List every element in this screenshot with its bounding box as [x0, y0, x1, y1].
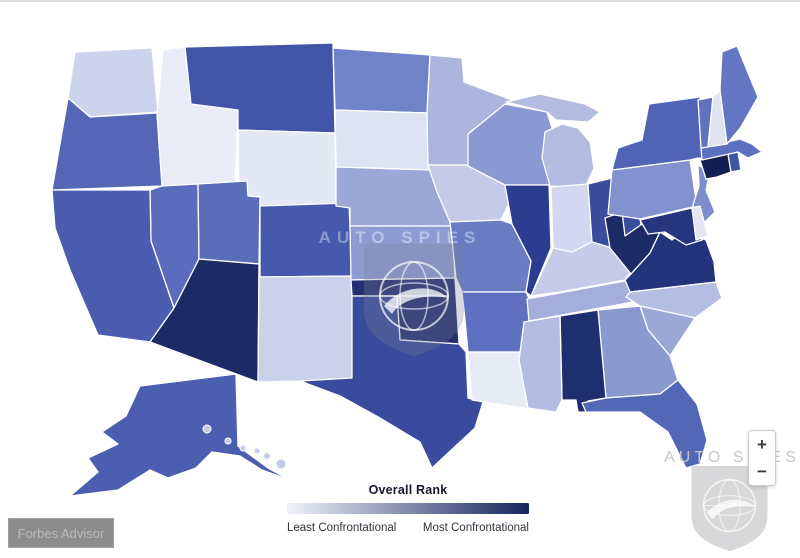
state-indiana[interactable] — [550, 183, 593, 253]
state-rhode-island[interactable] — [727, 151, 742, 173]
legend-title: Overall Rank — [368, 483, 448, 497]
state-south-dakota[interactable] — [334, 109, 432, 171]
state-washington[interactable] — [67, 47, 159, 118]
state-alaska[interactable] — [69, 373, 291, 497]
state-hawaii-island[interactable] — [253, 447, 261, 455]
autospies-watermark-text-center: AUTO SPIES — [319, 228, 482, 247]
state-illinois[interactable] — [504, 184, 552, 297]
state-massachusetts[interactable] — [700, 138, 763, 161]
top-divider — [0, 0, 800, 2]
legend-max-label: Most Confrontational — [422, 522, 529, 534]
state-florida[interactable] — [581, 379, 708, 469]
state-mississippi[interactable] — [518, 315, 563, 413]
map-zoom-control: + − — [748, 430, 776, 486]
state-hawaii-island[interactable] — [239, 444, 247, 452]
state-hawaii-island[interactable] — [224, 437, 232, 445]
state-hawaii-island[interactable] — [202, 424, 212, 434]
legend-min-label: Least Confrontational — [287, 522, 397, 534]
zoom-in-button[interactable]: + — [749, 431, 775, 458]
legend: Overall Rank Least Confrontational Most … — [287, 483, 529, 534]
state-maine[interactable] — [719, 45, 759, 145]
autospies-shield-watermark-center — [363, 243, 465, 357]
state-delaware[interactable] — [691, 205, 709, 241]
state-north-dakota[interactable] — [332, 47, 431, 114]
autospies-watermark-text-bottom-right: AUTO SPIES — [664, 449, 800, 466]
forbes-advisor-credit: Forbes Advisor — [8, 518, 114, 548]
state-hawaii-island[interactable] — [275, 458, 287, 470]
zoom-out-button[interactable]: − — [749, 458, 775, 485]
legend-gradient-bar — [287, 503, 529, 514]
state-new-mexico[interactable] — [257, 275, 353, 383]
state-hawaii-island[interactable] — [263, 452, 271, 460]
state-michigan[interactable] — [505, 93, 601, 189]
state-alabama[interactable] — [559, 309, 607, 413]
state-arizona[interactable] — [149, 258, 260, 383]
